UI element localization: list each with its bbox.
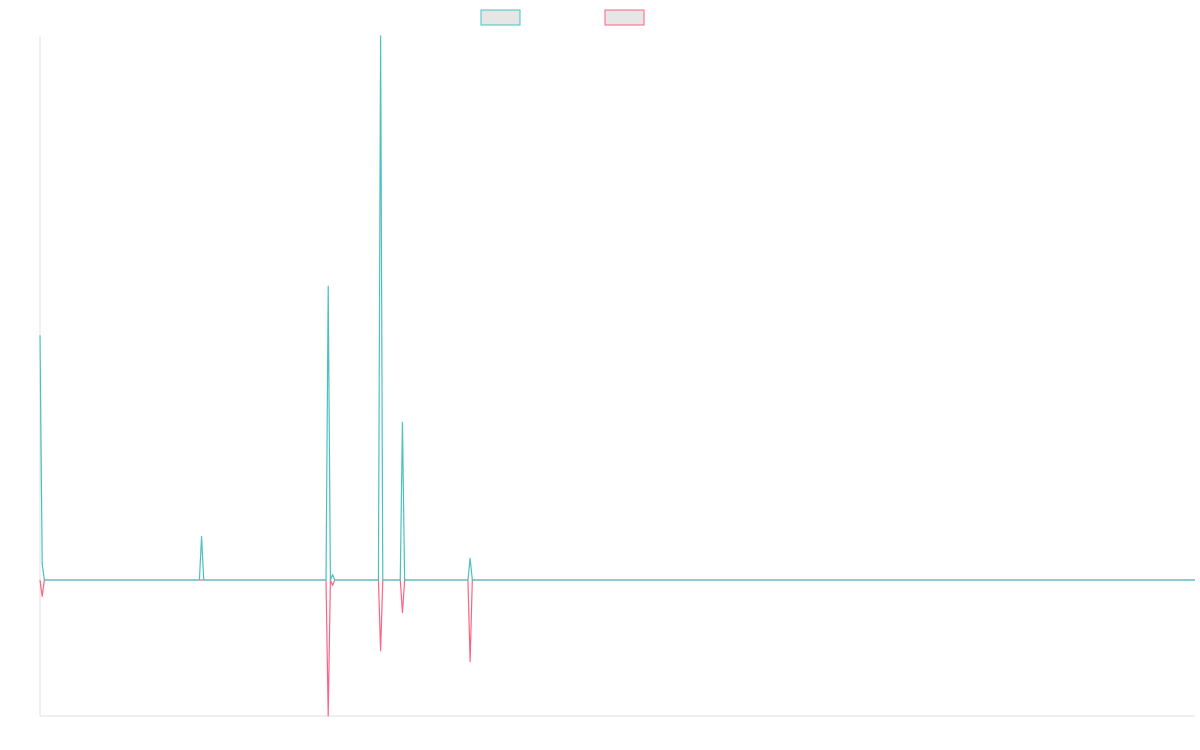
chart-legend (480, 9, 645, 26)
series-layer (39, 35, 1195, 717)
legend-swatch-series-1 (480, 9, 521, 26)
legend-swatch-series-2 (604, 9, 645, 26)
series-line-2 (39, 579, 1195, 717)
chart-axes (39, 36, 1195, 717)
series-line-1 (39, 35, 1195, 581)
